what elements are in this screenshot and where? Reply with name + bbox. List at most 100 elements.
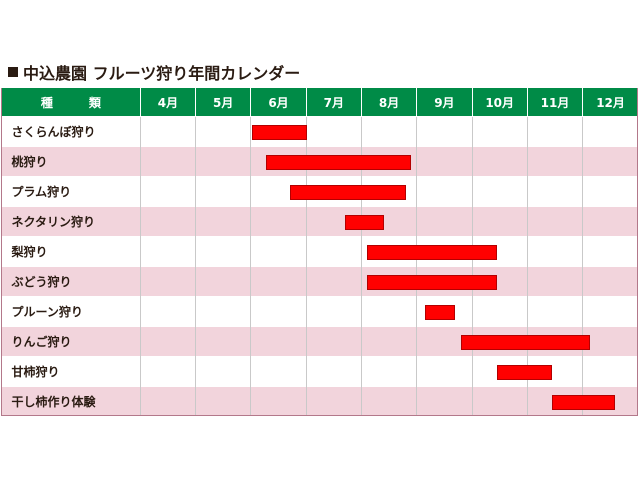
month-cell [582, 356, 638, 387]
header-month: 8月 [360, 88, 417, 117]
month-cell [139, 356, 196, 387]
month-cell [582, 326, 638, 357]
month-cell [471, 206, 528, 237]
month-cell [139, 296, 196, 327]
month-cell [526, 146, 583, 177]
fruit-name: りんご狩り [1, 326, 141, 357]
table-row: 梨狩り [1, 236, 638, 267]
month-cell [471, 176, 528, 207]
month-cell [195, 206, 251, 237]
fruit-name: 干し柿作り体験 [1, 386, 141, 416]
header-month: 4月 [139, 88, 196, 117]
fruit-name: さくらんぼ狩り [1, 116, 141, 147]
month-cell [250, 326, 307, 357]
month-cell [526, 296, 583, 327]
month-cell [526, 236, 583, 267]
month-cell [250, 266, 307, 297]
month-cell [195, 146, 251, 177]
month-cell [360, 356, 417, 387]
month-cell [471, 146, 528, 177]
month-cell [360, 386, 417, 416]
harvest-period-bar [367, 275, 497, 290]
month-cell [471, 296, 528, 327]
month-cell [195, 266, 251, 297]
harvest-period-bar [551, 395, 615, 410]
month-cell [250, 206, 307, 237]
page-title-text: 中込農園 フルーツ狩り年間カレンダー [23, 64, 301, 83]
harvest-period-bar [460, 335, 590, 350]
month-cell [582, 116, 638, 147]
header-month: 5月 [195, 88, 251, 117]
header-month: 7月 [305, 88, 362, 117]
header-row: 種 類 4月 5月 6月 7月 8月 9月 10月 11月 12月 [1, 88, 638, 117]
table-row: ぶどう狩り [1, 266, 638, 297]
month-cell [250, 386, 307, 416]
month-cell [360, 296, 417, 327]
month-cell [195, 296, 251, 327]
month-cell [305, 356, 362, 387]
month-cell [526, 266, 583, 297]
month-cell [139, 326, 196, 357]
month-cell [582, 236, 638, 267]
month-cell [416, 386, 473, 416]
fruit-name: ネクタリン狩り [1, 206, 141, 237]
fruit-name: プルーン狩り [1, 296, 141, 327]
month-cell [360, 116, 417, 147]
month-cell [526, 176, 583, 207]
month-cell [139, 386, 196, 416]
page-title: 中込農園 フルーツ狩り年間カレンダー [8, 60, 300, 84]
month-cell [139, 116, 196, 147]
month-cell [250, 236, 307, 267]
header-month: 6月 [250, 88, 307, 117]
month-cell [250, 296, 307, 327]
fruit-name: ぶどう狩り [1, 266, 141, 297]
month-cell [305, 116, 362, 147]
month-cell [139, 266, 196, 297]
header-month: 12月 [582, 88, 638, 117]
month-cell [195, 116, 251, 147]
month-cell [582, 206, 638, 237]
month-cell [139, 206, 196, 237]
month-cell [305, 296, 362, 327]
header-type: 種 類 [1, 88, 141, 117]
month-cell [416, 116, 473, 147]
month-cell [305, 386, 362, 416]
table-row: 干し柿作り体験 [1, 386, 638, 416]
month-cell [416, 206, 473, 237]
harvest-period-bar [345, 215, 384, 230]
month-cell [139, 236, 196, 267]
fruit-name: 甘柿狩り [1, 356, 141, 387]
month-cell [250, 356, 307, 387]
table-row: プルーン狩り [1, 296, 638, 327]
month-cell [471, 386, 528, 416]
harvest-calendar-table: 種 類 4月 5月 6月 7月 8月 9月 10月 11月 12月 さくらんぼ狩… [1, 88, 638, 416]
month-cell [305, 236, 362, 267]
month-cell [471, 116, 528, 147]
month-cell [526, 116, 583, 147]
month-cell [582, 296, 638, 327]
harvest-period-bar [290, 185, 406, 200]
month-cell [195, 386, 251, 416]
header-month: 11月 [526, 88, 583, 117]
month-cell [139, 146, 196, 177]
header-month: 10月 [471, 88, 528, 117]
fruit-name: プラム狩り [1, 176, 141, 207]
harvest-period-bar [265, 155, 412, 170]
table-row: さくらんぼ狩り [1, 116, 638, 147]
harvest-period-bar [425, 305, 456, 320]
harvest-period-bar [367, 245, 497, 260]
harvest-period-bar [496, 365, 552, 380]
month-cell [582, 266, 638, 297]
month-cell [582, 146, 638, 177]
month-cell [360, 326, 417, 357]
fruit-name: 桃狩り [1, 146, 141, 177]
month-cell [526, 206, 583, 237]
header-month: 9月 [416, 88, 473, 117]
month-cell [139, 176, 196, 207]
month-cell [582, 176, 638, 207]
table-row: ネクタリン狩り [1, 206, 638, 237]
month-cell [195, 356, 251, 387]
month-cell [416, 356, 473, 387]
month-cell [195, 176, 251, 207]
month-cell [416, 146, 473, 177]
